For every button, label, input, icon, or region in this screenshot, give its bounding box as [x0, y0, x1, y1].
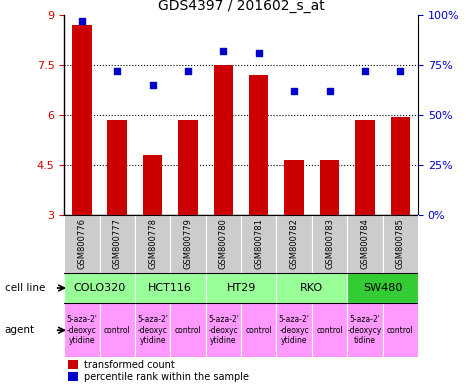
- Bar: [347, 273, 418, 303]
- Text: 5-aza-2'
-deoxycy
tidine: 5-aza-2' -deoxycy tidine: [348, 315, 382, 345]
- Text: RKO: RKO: [300, 283, 323, 293]
- Text: control: control: [175, 326, 201, 335]
- Bar: [64, 215, 100, 273]
- Bar: [64, 303, 100, 357]
- Bar: [347, 215, 383, 273]
- Bar: [276, 215, 312, 273]
- Point: [219, 48, 227, 55]
- Bar: [107, 120, 127, 215]
- Text: 5-aza-2'
-deoxyc
ytidine: 5-aza-2' -deoxyc ytidine: [66, 315, 97, 345]
- Bar: [178, 120, 198, 215]
- Text: GSM800781: GSM800781: [254, 218, 263, 269]
- Bar: [383, 215, 418, 273]
- Text: agent: agent: [5, 325, 35, 335]
- Text: SW480: SW480: [363, 283, 402, 293]
- Text: HCT116: HCT116: [148, 283, 192, 293]
- Bar: [241, 303, 276, 357]
- Text: control: control: [104, 326, 131, 335]
- Text: GSM800779: GSM800779: [183, 218, 192, 269]
- Text: GSM800780: GSM800780: [219, 218, 228, 269]
- Text: 5-aza-2'
-deoxyc
ytidine: 5-aza-2' -deoxyc ytidine: [208, 315, 239, 345]
- Bar: [99, 303, 135, 357]
- Point: [255, 50, 263, 56]
- Text: 5-aza-2'
-deoxyc
ytidine: 5-aza-2' -deoxyc ytidine: [137, 315, 168, 345]
- Text: control: control: [316, 326, 343, 335]
- Point: [78, 18, 86, 25]
- Bar: [312, 215, 347, 273]
- Text: cell line: cell line: [5, 283, 45, 293]
- Bar: [170, 303, 206, 357]
- Bar: [72, 25, 92, 215]
- Bar: [347, 303, 383, 357]
- Bar: [143, 155, 162, 215]
- Bar: [135, 273, 206, 303]
- Text: GSM800785: GSM800785: [396, 218, 405, 269]
- Point: [397, 68, 404, 74]
- Text: GSM800784: GSM800784: [361, 218, 370, 269]
- Bar: [312, 303, 347, 357]
- Point: [184, 68, 192, 74]
- Bar: [135, 215, 171, 273]
- Bar: [170, 215, 206, 273]
- Point: [290, 88, 298, 94]
- Text: COLO320: COLO320: [73, 283, 125, 293]
- Bar: [206, 215, 241, 273]
- Title: GDS4397 / 201602_s_at: GDS4397 / 201602_s_at: [158, 0, 324, 13]
- Text: percentile rank within the sample: percentile rank within the sample: [84, 372, 248, 382]
- Text: HT29: HT29: [227, 283, 256, 293]
- Bar: [99, 215, 135, 273]
- Text: transformed count: transformed count: [84, 360, 174, 370]
- Point: [149, 82, 156, 88]
- Bar: [241, 215, 276, 273]
- Bar: [320, 160, 339, 215]
- Text: GSM800777: GSM800777: [113, 218, 122, 269]
- Text: 5-aza-2'
-deoxyc
ytidine: 5-aza-2' -deoxyc ytidine: [279, 315, 310, 345]
- Bar: [276, 303, 312, 357]
- Bar: [355, 120, 375, 215]
- Bar: [383, 303, 418, 357]
- Bar: [206, 273, 276, 303]
- Bar: [285, 160, 304, 215]
- Text: GSM800783: GSM800783: [325, 218, 334, 269]
- Bar: [390, 117, 410, 215]
- Bar: [206, 303, 241, 357]
- Bar: [249, 75, 268, 215]
- Text: GSM800778: GSM800778: [148, 218, 157, 269]
- Bar: [135, 303, 171, 357]
- Bar: [67, 360, 78, 369]
- Bar: [276, 273, 347, 303]
- Bar: [67, 372, 78, 381]
- Point: [361, 68, 369, 74]
- Bar: [64, 273, 135, 303]
- Text: GSM800776: GSM800776: [77, 218, 86, 269]
- Text: control: control: [246, 326, 272, 335]
- Bar: [214, 65, 233, 215]
- Text: GSM800782: GSM800782: [290, 218, 299, 269]
- Point: [326, 88, 333, 94]
- Point: [114, 68, 121, 74]
- Text: control: control: [387, 326, 414, 335]
